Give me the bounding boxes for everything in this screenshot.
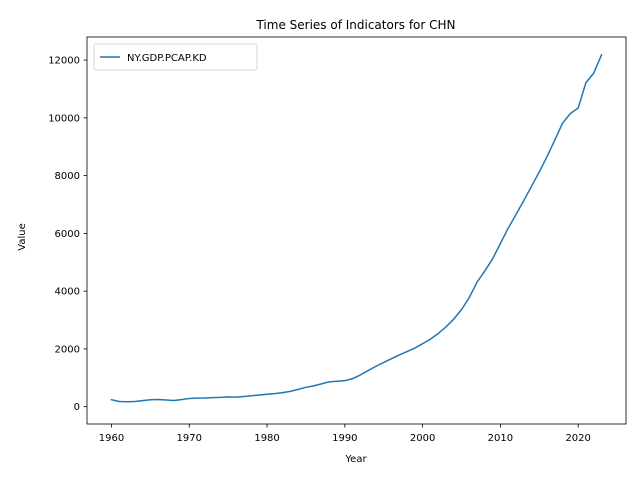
legend-box <box>93 43 258 71</box>
x-tick-label: 1970 <box>177 433 202 444</box>
y-tick-label: 12000 <box>48 56 80 67</box>
plot-frame <box>86 36 627 425</box>
legend-label: NY.GDP.PCAP.KD <box>127 53 207 64</box>
y-tick-label: 10000 <box>48 113 80 124</box>
x-tick-label: 2010 <box>488 433 513 444</box>
y-axis: 0 2000 4000 6000 8000 10000 12000 <box>48 56 87 413</box>
y-axis-title: Value <box>17 223 28 250</box>
x-axis: 1960 1970 1980 1990 2000 2010 2020 <box>99 424 591 444</box>
x-tick-label: 1960 <box>99 433 124 444</box>
y-tick-label: 6000 <box>55 229 80 240</box>
legend: NY.GDP.PCAP.KD <box>93 43 258 71</box>
chart-title: Time Series of Indicators for CHN <box>255 18 455 32</box>
x-tick-label: 2020 <box>565 433 590 444</box>
x-tick-label: 2000 <box>410 433 435 444</box>
x-tick-label: 1980 <box>254 433 279 444</box>
plot-area <box>86 36 627 425</box>
x-axis-title: Year <box>344 454 367 465</box>
y-tick-label: 2000 <box>55 344 80 355</box>
y-tick-label: 0 <box>74 402 80 413</box>
y-tick-label: 4000 <box>55 287 80 298</box>
x-tick-label: 1990 <box>332 433 357 444</box>
series-line-0 <box>110 53 603 403</box>
y-tick-label: 8000 <box>55 171 80 182</box>
